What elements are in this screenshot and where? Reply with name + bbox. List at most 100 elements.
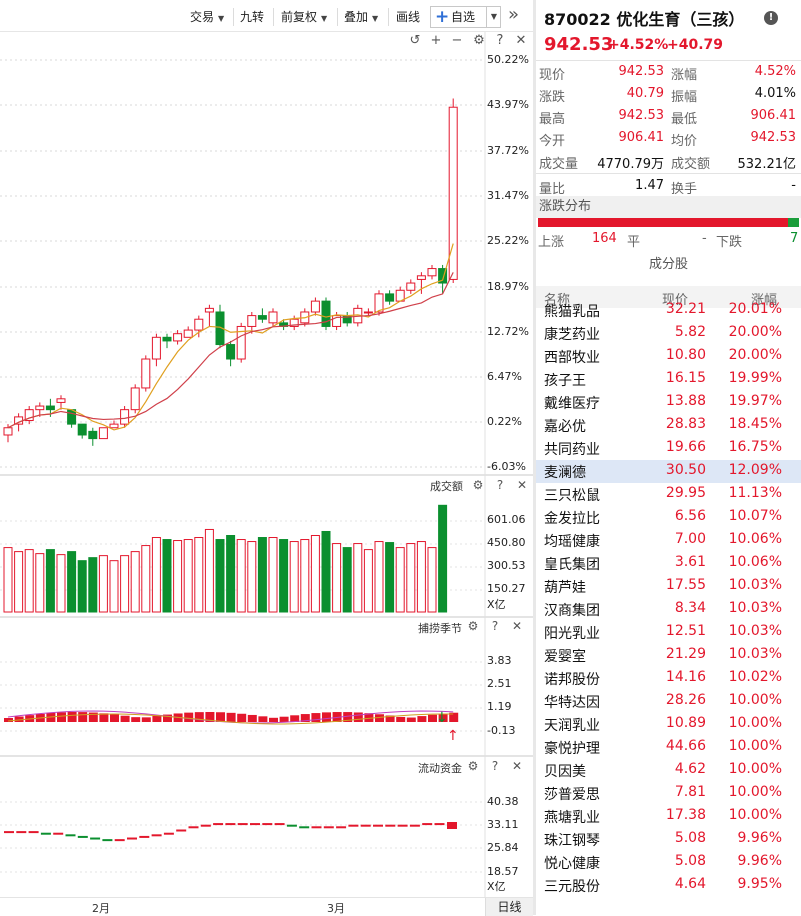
constituent-row[interactable]: 珠江钢琴 5.08 9.96% — [536, 828, 801, 851]
settings-icon: ⚙ — [468, 759, 479, 773]
constituent-row[interactable]: 豪悦护理 44.66 10.00% — [536, 736, 801, 759]
candle-body — [35, 405, 45, 411]
header-change[interactable]: 涨幅 — [751, 293, 778, 308]
turnover-bar — [141, 545, 151, 613]
stock-name: 悦心健康 — [544, 856, 600, 872]
constituent-row[interactable]: 华特达因 28.26 10.00% — [536, 690, 801, 713]
indicator-bar — [406, 717, 416, 722]
turnover-bar — [353, 543, 363, 613]
price-axis-label: 25.22% — [487, 234, 529, 247]
constituent-row[interactable]: 戴维医疗 13.88 19.97% — [536, 391, 801, 414]
constituent-row[interactable]: 贝因美 4.62 10.00% — [536, 759, 801, 782]
stock-price: 10.80 — [665, 347, 706, 363]
stock-price: 28.26 — [665, 692, 706, 708]
constituent-row[interactable]: 孩子王 16.15 19.99% — [536, 368, 801, 391]
turnover-bar — [56, 554, 66, 613]
constituent-row[interactable]: 莎普爱思 7.81 10.00% — [536, 782, 801, 805]
turnover-bar — [289, 541, 299, 613]
chevron-down-icon[interactable]: ▼ — [486, 7, 501, 27]
change-percent: +4.52% — [608, 37, 669, 53]
turnover-bar — [67, 551, 77, 613]
add-watchlist-button[interactable]: + 自选 ▼ — [430, 6, 501, 28]
candle-body — [247, 315, 257, 327]
period-selector[interactable]: 日线 — [485, 898, 533, 916]
price-axis-label: 31.47% — [487, 189, 529, 202]
price-axis-label: -6.03% — [487, 460, 526, 473]
settings-icon: ⚙ — [473, 478, 484, 492]
constituent-row[interactable]: 麦澜德 30.50 12.09% — [536, 460, 801, 483]
stock-name: 金发拉比 — [544, 511, 600, 527]
constituent-row[interactable]: 阳光乳业 12.51 10.03% — [536, 621, 801, 644]
kline-chart-area[interactable]: ↺ + − ⚙? ✕ ⚙? ✕ ⚙? ✕ ⚙? ✕ ↓ ↑ 50.22% 43.97% 37.72% 3… — [0, 32, 533, 916]
constituent-row[interactable]: 三元股份 4.64 9.95% — [536, 874, 801, 897]
constituent-row[interactable]: 诺邦股份 14.16 10.02% — [536, 667, 801, 690]
stock-change: 10.00% — [728, 715, 782, 731]
alert-icon[interactable]: ! — [764, 11, 778, 25]
trade-menu[interactable]: 交易 ▼ — [190, 10, 225, 24]
constituent-row[interactable]: 三只松鼠 29.95 11.13% — [536, 483, 801, 506]
constituent-row[interactable]: 熊猫乳品 32.21 20.01% — [536, 299, 801, 322]
indicator-bar — [290, 715, 300, 722]
draw-line-button[interactable]: 画线 — [396, 10, 421, 24]
constituent-row[interactable]: 金发拉比 6.56 10.07% — [536, 506, 801, 529]
candle-body — [151, 336, 161, 360]
indicator-bar — [152, 715, 162, 722]
candle-body — [130, 387, 140, 411]
candle-body — [406, 282, 416, 291]
candle-body — [289, 318, 299, 327]
candle-body — [67, 409, 77, 425]
plus-icon: + — [435, 7, 450, 27]
indicator-bar — [120, 715, 130, 722]
constituent-row[interactable]: 悦心健康 5.08 9.96% — [536, 851, 801, 874]
stock-name: 共同药业 — [544, 442, 600, 458]
quote-label: 最高 — [539, 112, 566, 127]
indicator-bar — [14, 716, 24, 722]
constituent-row[interactable]: 西部牧业 10.80 20.00% — [536, 345, 801, 368]
indicator-bar — [4, 718, 13, 722]
settings-icon: ⚙ — [468, 619, 479, 633]
settings-icon: ⚙ — [473, 33, 485, 48]
stock-price: 12.51 — [665, 623, 706, 639]
constituent-row[interactable]: 天润乳业 10.89 10.00% — [536, 713, 801, 736]
constituent-row[interactable]: 爱婴室 21.29 10.03% — [536, 644, 801, 667]
adjust-menu[interactable]: 前复权 ▼ — [281, 10, 328, 24]
chart-toolbar: 交易 ▼ 九转 前复权 ▼ 叠加 ▼ 画线 + 自选 ▼ » — [0, 0, 533, 32]
close-icon: ✕ — [517, 478, 527, 492]
turnover-bar — [226, 535, 236, 613]
candle-body — [183, 329, 193, 338]
stock-name: 熊猫乳品 — [544, 304, 600, 320]
jiuzhuan-button[interactable]: 九转 — [240, 10, 265, 24]
header-price[interactable]: 现价 — [662, 293, 689, 308]
stock-name: 嘉必优 — [544, 419, 586, 435]
constituent-row[interactable]: 皇氏集团 3.61 10.06% — [536, 552, 801, 575]
constituent-row[interactable]: 共同药业 19.66 16.75% — [536, 437, 801, 460]
header-name[interactable]: 名称 — [544, 293, 571, 308]
stock-name: 葫芦娃 — [544, 580, 586, 596]
quote-label: 量比 — [539, 182, 566, 197]
constituent-row[interactable]: 汉商集团 8.34 10.03% — [536, 598, 801, 621]
constituent-row[interactable]: 均瑶健康 7.00 10.06% — [536, 529, 801, 552]
turnover-axis-label: 150.27 — [487, 582, 526, 595]
turnover-bar — [279, 539, 289, 613]
constituent-row[interactable]: 康芝药业 5.82 20.00% — [536, 322, 801, 345]
quote-label: 现价 — [539, 68, 566, 83]
turnover-bar — [385, 542, 395, 613]
quote-value: - — [791, 178, 796, 193]
overlay-menu[interactable]: 叠加 ▼ — [344, 10, 379, 24]
panel-divider[interactable] — [533, 0, 536, 915]
stock-price: 44.66 — [665, 738, 706, 754]
constituent-row[interactable]: 葫芦娃 17.55 10.03% — [536, 575, 801, 598]
turnover-bar — [45, 549, 55, 613]
candle-body — [257, 315, 267, 320]
constituent-row[interactable]: 燕塘乳业 17.38 10.00% — [536, 805, 801, 828]
stock-price: 14.16 — [665, 669, 706, 685]
candle-body — [310, 300, 320, 313]
distribution-down-bar — [788, 218, 799, 227]
turnover-bar — [395, 547, 405, 613]
distribution-up-bar — [538, 218, 788, 227]
turnover-bar — [416, 541, 426, 613]
expand-more-icon[interactable]: » — [508, 4, 520, 25]
quote-panel: 870022 优化生育（三孩） ! 942.53 +4.52% +40.79 现… — [536, 0, 801, 915]
turnover-panel-title: 成交额 — [430, 480, 463, 493]
constituent-row[interactable]: 嘉必优 28.83 18.45% — [536, 414, 801, 437]
